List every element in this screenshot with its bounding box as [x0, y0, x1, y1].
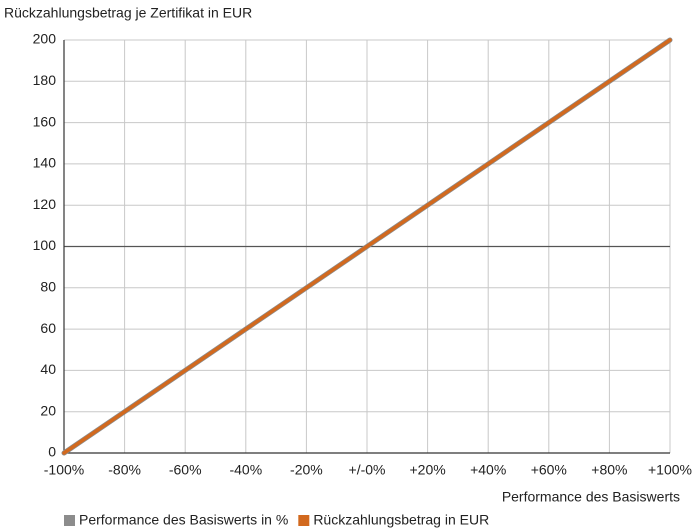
x-tick-label: +80%	[591, 462, 627, 478]
legend-swatch	[298, 515, 310, 526]
x-tick-label: -100%	[44, 462, 84, 478]
series-line	[62, 38, 672, 455]
x-tick-label: -80%	[108, 462, 141, 478]
x-tick-label: -40%	[229, 462, 262, 478]
x-tick-label: +60%	[531, 462, 567, 478]
y-tick-label: 160	[33, 113, 57, 129]
y-tick-label: 40	[40, 361, 56, 377]
x-tick-label: -20%	[290, 462, 323, 478]
y-tick-label: 100	[33, 237, 57, 253]
y-axis-title: Rückzahlungsbetrag je Zertifikat in EUR	[4, 5, 252, 21]
y-tick-label: 20	[40, 402, 56, 418]
x-axis-title: Performance des Basiswerts	[502, 489, 680, 505]
x-tick-label: +100%	[648, 462, 692, 478]
y-tick-label: 120	[33, 196, 57, 212]
y-tick-label: 200	[33, 31, 57, 47]
y-tick-label: 60	[40, 320, 56, 336]
y-tick-label: 80	[40, 279, 56, 295]
x-tick-label: +20%	[409, 462, 445, 478]
x-tick-label: +40%	[470, 462, 506, 478]
x-tick-label: -60%	[169, 462, 202, 478]
x-tick-label: +/-0%	[349, 462, 386, 478]
y-tick-label: 0	[48, 444, 56, 460]
y-tick-label: 180	[33, 72, 57, 88]
legend-label: Rückzahlungsbetrag in EUR	[313, 512, 489, 528]
legend-label: Performance des Basiswerts in %	[79, 512, 288, 528]
legend-swatch	[64, 515, 75, 526]
y-tick-label: 140	[33, 155, 57, 171]
